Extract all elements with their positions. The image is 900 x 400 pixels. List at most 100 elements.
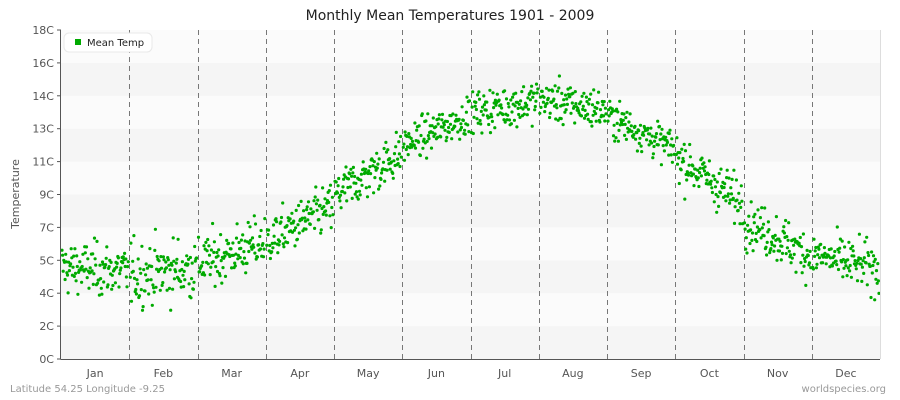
data-point bbox=[568, 86, 573, 90]
data-point bbox=[836, 267, 841, 272]
data-point bbox=[846, 258, 850, 262]
data-point bbox=[351, 165, 355, 169]
data-point bbox=[765, 240, 769, 244]
data-point bbox=[258, 247, 263, 251]
data-point bbox=[725, 168, 729, 172]
data-point bbox=[270, 250, 274, 254]
data-point bbox=[148, 247, 152, 251]
data-point bbox=[538, 111, 542, 115]
source-link[interactable]: worldspecies.org bbox=[801, 384, 886, 395]
data-point bbox=[845, 274, 849, 278]
data-point bbox=[761, 222, 766, 226]
data-point bbox=[507, 118, 512, 122]
data-point bbox=[546, 96, 550, 100]
data-point bbox=[464, 110, 468, 114]
data-point bbox=[851, 244, 855, 248]
data-point bbox=[514, 91, 518, 95]
data-point bbox=[69, 262, 73, 266]
data-point bbox=[294, 208, 298, 212]
data-point bbox=[208, 273, 212, 277]
data-point bbox=[266, 233, 270, 237]
data-point bbox=[104, 256, 108, 260]
data-point bbox=[218, 274, 222, 278]
data-point bbox=[313, 195, 317, 199]
data-point bbox=[475, 117, 479, 121]
data-point bbox=[288, 217, 292, 221]
data-point bbox=[88, 266, 92, 270]
data-point bbox=[563, 93, 568, 97]
data-point bbox=[235, 222, 239, 226]
data-point bbox=[713, 185, 718, 189]
data-point bbox=[293, 244, 297, 248]
data-point bbox=[477, 97, 482, 101]
data-point bbox=[488, 88, 492, 92]
data-point bbox=[815, 262, 819, 266]
data-point bbox=[427, 137, 431, 141]
data-point bbox=[677, 181, 681, 186]
data-point bbox=[822, 246, 827, 250]
legend[interactable]: Mean Temp bbox=[63, 32, 153, 53]
data-point bbox=[369, 172, 373, 176]
data-point bbox=[404, 147, 408, 152]
data-point bbox=[128, 275, 132, 279]
data-point bbox=[434, 125, 438, 129]
data-point bbox=[484, 108, 488, 112]
data-point bbox=[318, 203, 322, 207]
data-point bbox=[214, 265, 218, 269]
data-point bbox=[448, 122, 453, 126]
data-point bbox=[581, 107, 585, 111]
data-point bbox=[231, 241, 235, 245]
data-point bbox=[111, 283, 115, 288]
data-point bbox=[512, 118, 517, 122]
data-point bbox=[682, 159, 686, 163]
data-point bbox=[771, 236, 775, 240]
data-point bbox=[559, 117, 563, 121]
data-point bbox=[378, 184, 382, 188]
data-point bbox=[75, 264, 79, 269]
data-point bbox=[306, 200, 311, 204]
data-point bbox=[346, 185, 350, 190]
data-point bbox=[638, 123, 643, 127]
data-point bbox=[683, 197, 687, 201]
data-point bbox=[629, 124, 633, 128]
data-point bbox=[99, 277, 103, 281]
data-point bbox=[154, 285, 158, 289]
data-point bbox=[844, 264, 848, 268]
data-point bbox=[590, 124, 594, 128]
data-point bbox=[212, 250, 216, 254]
data-point bbox=[614, 136, 618, 140]
data-point bbox=[252, 214, 256, 218]
data-point bbox=[762, 234, 766, 238]
data-point bbox=[751, 249, 755, 253]
data-point bbox=[564, 108, 568, 112]
data-point bbox=[683, 149, 688, 153]
data-point bbox=[669, 153, 673, 157]
data-point bbox=[426, 112, 430, 116]
location-label: Latitude 54.25 Longitude -9.25 bbox=[10, 384, 165, 395]
data-point bbox=[375, 166, 379, 170]
data-point bbox=[579, 114, 584, 118]
data-point bbox=[309, 207, 313, 211]
data-point bbox=[482, 103, 486, 107]
data-point bbox=[806, 253, 810, 258]
data-point bbox=[303, 219, 307, 223]
data-point bbox=[500, 106, 504, 110]
data-point bbox=[348, 172, 352, 176]
data-point bbox=[814, 245, 818, 250]
data-point bbox=[842, 266, 846, 270]
data-point bbox=[358, 193, 362, 197]
data-point bbox=[171, 287, 175, 291]
data-point bbox=[375, 151, 379, 155]
data-point bbox=[803, 259, 807, 264]
data-point bbox=[339, 206, 343, 210]
data-point bbox=[182, 285, 186, 289]
data-point bbox=[758, 216, 763, 220]
data-point bbox=[274, 217, 278, 221]
data-point bbox=[93, 257, 97, 261]
data-point bbox=[330, 205, 334, 210]
data-point bbox=[597, 90, 601, 94]
data-point bbox=[526, 96, 530, 100]
data-point bbox=[367, 169, 371, 173]
data-point bbox=[73, 271, 78, 275]
